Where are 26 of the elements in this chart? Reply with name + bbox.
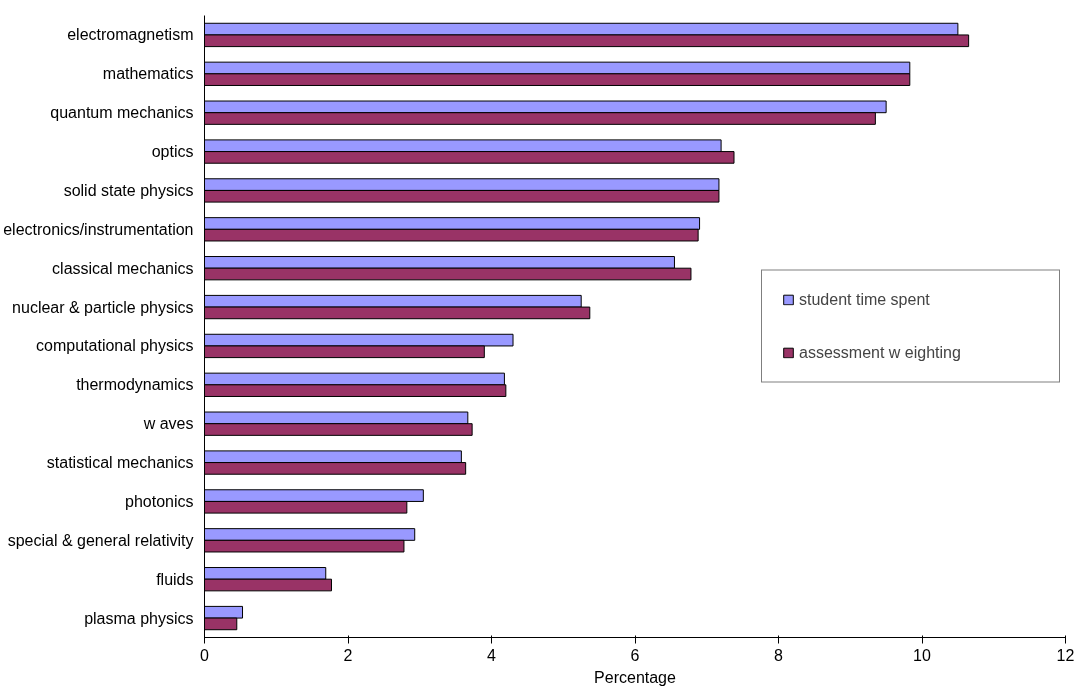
x-tick-label: 4	[487, 646, 497, 664]
y-tick-label: special & general relativity	[7, 531, 194, 549]
legend-label: student time spent	[799, 290, 931, 309]
x-tick-label: 6	[630, 646, 640, 664]
legend-label: assessment w eighting	[799, 343, 962, 362]
y-tick-label: computational physics	[36, 337, 194, 355]
x-axis-title: Percentage	[594, 668, 677, 686]
y-tick-label: optics	[151, 143, 194, 161]
y-tick-label: quantum mechanics	[50, 104, 194, 122]
x-tick-label: 12	[1056, 646, 1075, 664]
y-tick-label: photonics	[125, 492, 194, 510]
y-tick-label: electromagnetism	[67, 26, 194, 44]
y-tick-label: statistical mechanics	[46, 454, 194, 472]
y-tick-label: classical mechanics	[52, 259, 194, 277]
y-tick-label: fluids	[156, 570, 194, 588]
y-tick-label: mathematics	[102, 65, 194, 83]
y-tick-label: w aves	[142, 415, 194, 433]
x-tick-label: 2	[343, 646, 353, 664]
y-tick-label: thermodynamics	[76, 376, 194, 394]
y-tick-label: nuclear & particle physics	[12, 298, 194, 316]
x-tick-label: 0	[200, 646, 210, 664]
y-tick-label: solid state physics	[63, 181, 194, 199]
x-tick-label: 10	[913, 646, 931, 664]
y-tick-label: plasma physics	[84, 609, 194, 627]
x-tick-label: 8	[774, 646, 784, 664]
y-tick-label: electronics/instrumentation	[3, 220, 194, 238]
